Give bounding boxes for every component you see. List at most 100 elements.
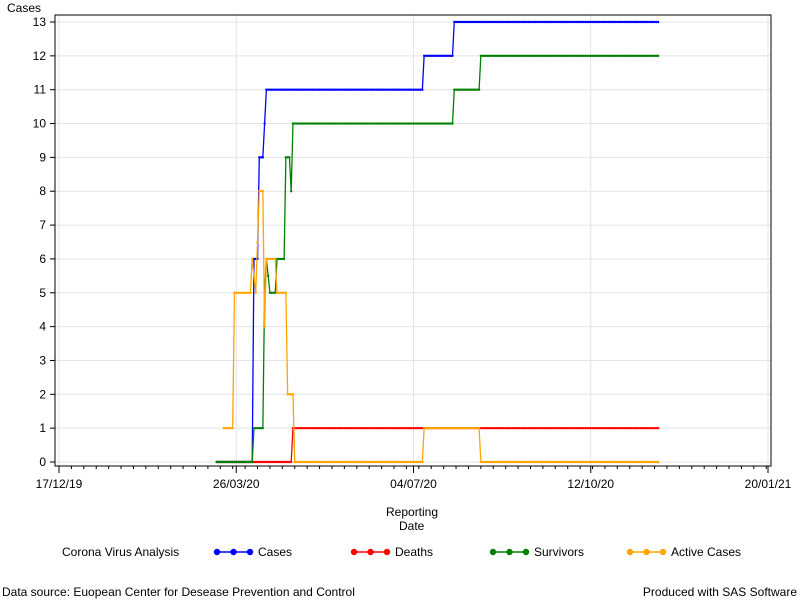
- x-axis-label-line1: Reporting: [386, 505, 439, 519]
- data-point: [520, 426, 523, 430]
- data-point: [531, 460, 534, 464]
- data-point: [352, 88, 355, 91]
- data-point: [320, 122, 323, 125]
- data-point: [502, 20, 506, 24]
- data-point: [601, 460, 605, 464]
- data-point: [543, 20, 546, 24]
- data-point: [554, 54, 557, 58]
- data-point: [610, 20, 614, 24]
- data-point: [265, 257, 268, 261]
- data-point: [447, 54, 451, 58]
- data-point: [415, 460, 419, 464]
- data-point: [366, 426, 369, 430]
- data-point: [655, 54, 658, 58]
- data-point: [242, 460, 245, 464]
- data-point: [389, 460, 392, 464]
- data-point: [408, 460, 412, 464]
- data-point: [391, 122, 394, 125]
- data-point: [495, 54, 499, 58]
- data-point: [644, 54, 647, 58]
- data-point: [564, 54, 568, 58]
- data-point: [417, 426, 421, 430]
- data-point: [623, 20, 626, 24]
- data-point: [366, 88, 369, 91]
- data-point: [220, 460, 224, 464]
- data-point: [408, 88, 412, 91]
- data-point: [612, 54, 615, 58]
- data-point: [282, 460, 286, 464]
- data-point: [648, 54, 651, 58]
- data-point: [559, 20, 562, 24]
- data-point: [245, 291, 249, 294]
- y-tick-label: 8: [39, 184, 46, 198]
- series-cases: [215, 20, 660, 464]
- data-point: [578, 20, 582, 24]
- data-point: [570, 426, 573, 430]
- data-point: [394, 426, 397, 430]
- data-point: [543, 426, 546, 430]
- data-point: [481, 460, 484, 464]
- data-point: [444, 122, 447, 125]
- data-point: [520, 20, 523, 24]
- data-point: [607, 20, 610, 24]
- data-point: [320, 460, 323, 464]
- data-point: [648, 460, 651, 464]
- data-point: [268, 291, 272, 294]
- data-point: [249, 460, 252, 464]
- data-point: [410, 122, 413, 125]
- data-point: [360, 460, 364, 464]
- data-point: [625, 54, 628, 58]
- data-point: [366, 460, 369, 464]
- data-point: [360, 88, 364, 91]
- data-point: [497, 460, 500, 464]
- data-point: [297, 122, 300, 125]
- data-point: [492, 460, 495, 464]
- data-point: [453, 426, 456, 430]
- y-tick-label: 12: [33, 49, 47, 63]
- data-point: [311, 460, 314, 464]
- data-point: [541, 426, 545, 430]
- data-point: [284, 156, 288, 159]
- data-point: [231, 426, 234, 430]
- legend-swatch-cases: [213, 548, 254, 556]
- data-point: [490, 460, 493, 464]
- data-point: [454, 20, 458, 24]
- data-point: [300, 88, 304, 91]
- data-point: [313, 460, 316, 464]
- data-point: [605, 20, 608, 24]
- data-point: [328, 122, 332, 125]
- data-point: [605, 426, 608, 430]
- data-point: [492, 426, 495, 430]
- data-point: [580, 426, 584, 430]
- data-point: [525, 460, 529, 464]
- data-point: [297, 460, 300, 464]
- data-point: [359, 460, 362, 464]
- data-point: [300, 122, 304, 125]
- data-point: [314, 426, 318, 430]
- data-point: [559, 426, 562, 430]
- data-point: [383, 426, 387, 430]
- data-point: [630, 460, 633, 464]
- data-point: [639, 460, 642, 464]
- data-point: [341, 460, 344, 464]
- data-point: [438, 54, 442, 58]
- data-point: [378, 122, 382, 125]
- data-point: [316, 88, 319, 91]
- data-point: [383, 460, 387, 464]
- produced-with-note: Produced with SAS Software: [642, 585, 797, 599]
- data-point: [513, 426, 516, 430]
- legend-swatch-active-cases: [626, 548, 667, 556]
- data-point: [610, 54, 614, 58]
- data-point: [589, 54, 592, 58]
- data-point: [371, 122, 374, 125]
- data-point: [559, 460, 562, 464]
- data-point: [508, 426, 511, 430]
- data-point: [557, 460, 561, 464]
- data-point: [538, 54, 541, 58]
- data-point: [614, 460, 617, 464]
- data-point: [352, 122, 355, 125]
- data-point: [403, 426, 406, 430]
- data-point: [479, 20, 483, 24]
- data-point: [555, 20, 559, 24]
- data-point: [251, 257, 254, 261]
